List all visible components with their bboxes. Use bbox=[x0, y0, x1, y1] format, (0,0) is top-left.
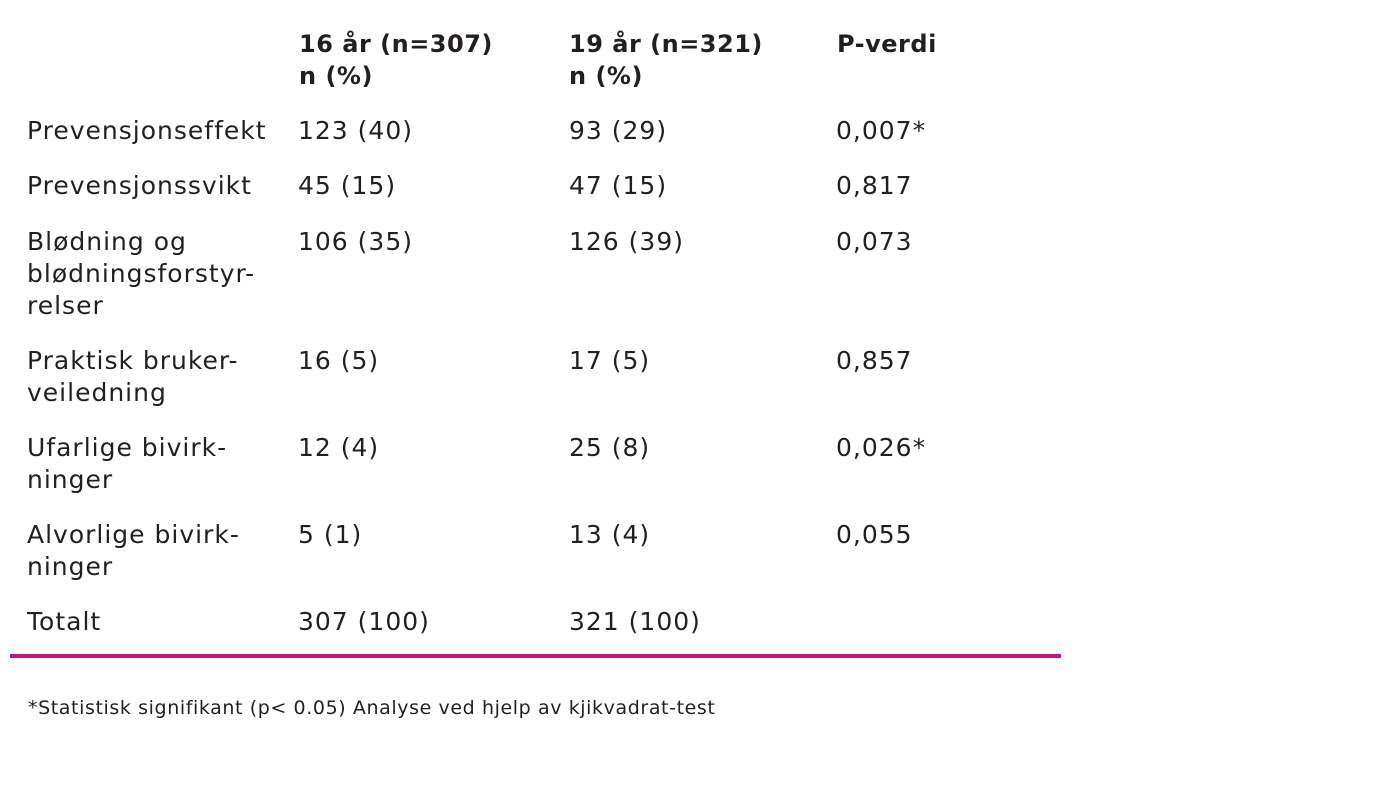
cell-p-value: 0,817 bbox=[836, 171, 913, 200]
cell-16-years: 45 (15) bbox=[298, 171, 397, 200]
row-label: Alvorlige bivirk- ninger bbox=[27, 520, 240, 581]
row-label: Praktisk bruker- veiledning bbox=[27, 346, 239, 407]
cell-16-years: 307 (100) bbox=[298, 607, 430, 636]
cell-16-years: 106 (35) bbox=[298, 227, 413, 256]
cell-19-years: 47 (15) bbox=[569, 171, 668, 200]
column-header-p-value: P-verdi bbox=[837, 30, 937, 58]
cell-19-years: 126 (39) bbox=[569, 227, 684, 256]
cell-19-years: 17 (5) bbox=[569, 346, 651, 375]
row-label: Prevensjonseffekt bbox=[27, 116, 267, 145]
cell-p-value: 0,055 bbox=[836, 520, 913, 549]
cell-p-value: 0,857 bbox=[836, 346, 913, 375]
table-bottom-rule bbox=[10, 654, 1061, 658]
footnote: *Statistisk signifikant (p< 0.05) Analys… bbox=[28, 697, 716, 719]
cropped-title-remnant bbox=[28, 0, 178, 2]
cell-16-years: 12 (4) bbox=[298, 433, 380, 462]
cell-16-years: 123 (40) bbox=[298, 116, 413, 145]
cell-p-value: 0,026* bbox=[836, 433, 927, 462]
cell-19-years: 93 (29) bbox=[569, 116, 668, 145]
cell-16-years: 16 (5) bbox=[298, 346, 380, 375]
cell-16-years: 5 (1) bbox=[298, 520, 363, 549]
cell-19-years: 25 (8) bbox=[569, 433, 651, 462]
cell-p-value: 0,007* bbox=[836, 116, 927, 145]
row-label: Ufarlige bivirk- ninger bbox=[27, 433, 228, 494]
cell-19-years: 13 (4) bbox=[569, 520, 651, 549]
row-label: Blødning og blødningsforstyr- relser bbox=[27, 227, 256, 320]
cell-p-value: 0,073 bbox=[836, 227, 913, 256]
row-label: Prevensjonssvikt bbox=[27, 171, 252, 200]
cell-19-years: 321 (100) bbox=[569, 607, 701, 636]
row-label: Totalt bbox=[27, 607, 102, 636]
column-header-19-years: 19 år (n=321) n (%) bbox=[569, 30, 763, 90]
column-header-16-years: 16 år (n=307) n (%) bbox=[299, 30, 493, 90]
